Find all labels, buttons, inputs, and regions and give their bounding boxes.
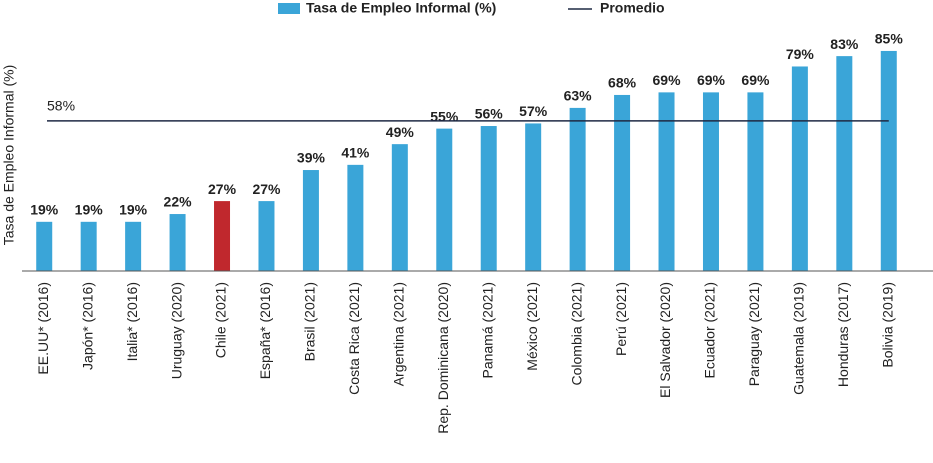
bar — [480, 126, 497, 272]
bar — [658, 92, 675, 271]
value-label: 19% — [119, 202, 148, 218]
value-label: 19% — [75, 202, 104, 218]
x-tick-label: El Salvador (2020) — [657, 282, 673, 398]
bar — [436, 128, 453, 271]
value-label: 22% — [164, 194, 193, 210]
value-label: 63% — [564, 88, 593, 104]
legend-label: Tasa de Empleo Informal (%) — [306, 0, 496, 16]
x-tick-label: España* (2016) — [257, 282, 273, 379]
bar — [169, 214, 186, 271]
x-tick-label: Colombia (2021) — [568, 282, 584, 386]
x-tick-label: Ecuador (2021) — [702, 282, 718, 379]
bar — [302, 170, 319, 271]
bar — [791, 66, 808, 271]
x-tick-label: Italia* (2016) — [124, 282, 140, 361]
x-tick-label: Paraguay (2021) — [746, 282, 762, 386]
value-label: 56% — [475, 106, 504, 122]
bar — [525, 123, 542, 271]
bar — [36, 221, 53, 271]
x-tick-label: Panamá (2021) — [479, 282, 495, 379]
value-label: 83% — [830, 36, 859, 52]
bar — [614, 94, 631, 271]
value-label: 55% — [430, 108, 459, 124]
value-label: 79% — [786, 46, 815, 62]
y-axis-label: Tasa de Empleo Informal (%) — [1, 65, 17, 246]
value-label: 69% — [697, 72, 726, 88]
value-label: 41% — [341, 145, 370, 161]
average-label: 58% — [47, 98, 75, 114]
x-tick-label: Guatemala (2019) — [791, 282, 807, 395]
bar — [125, 221, 142, 271]
x-tick-label: Bolivia (2019) — [879, 282, 895, 368]
value-label: 49% — [386, 124, 415, 140]
value-label: 69% — [741, 72, 770, 88]
value-label: 68% — [608, 75, 637, 91]
bar — [258, 201, 275, 271]
bar — [702, 92, 719, 271]
bar — [880, 50, 897, 271]
value-label: 19% — [30, 202, 59, 218]
x-tick-label: Perú (2021) — [613, 282, 629, 356]
x-tick-label: Japón* (2016) — [79, 282, 95, 370]
x-tick-label: Chile (2021) — [213, 282, 229, 358]
bar — [569, 107, 586, 272]
x-tick-label: Argentina (2021) — [391, 282, 407, 386]
x-tick-label: Uruguay (2020) — [168, 282, 184, 379]
x-tick-label: México (2021) — [524, 282, 540, 371]
value-label: 27% — [252, 181, 281, 197]
bar — [836, 56, 853, 271]
x-tick-label: Rep. Dominicana (2020) — [435, 282, 451, 434]
legend-swatch — [278, 3, 300, 14]
value-label: 57% — [519, 103, 548, 119]
bar — [391, 144, 408, 271]
value-label: 27% — [208, 181, 237, 197]
x-tick-label: Honduras (2017) — [835, 282, 851, 387]
x-tick-label: Brasil (2021) — [302, 282, 318, 361]
value-label: 39% — [297, 150, 326, 166]
value-label: 85% — [875, 31, 904, 47]
bar — [80, 221, 97, 271]
x-tick-label: EE.UU* (2016) — [35, 282, 51, 375]
bar — [214, 201, 231, 271]
bar — [347, 164, 364, 271]
x-tick-label: Costa Rica (2021) — [346, 282, 362, 395]
legend-label: Promedio — [600, 0, 665, 16]
value-label: 69% — [653, 72, 682, 88]
bar — [747, 92, 764, 271]
